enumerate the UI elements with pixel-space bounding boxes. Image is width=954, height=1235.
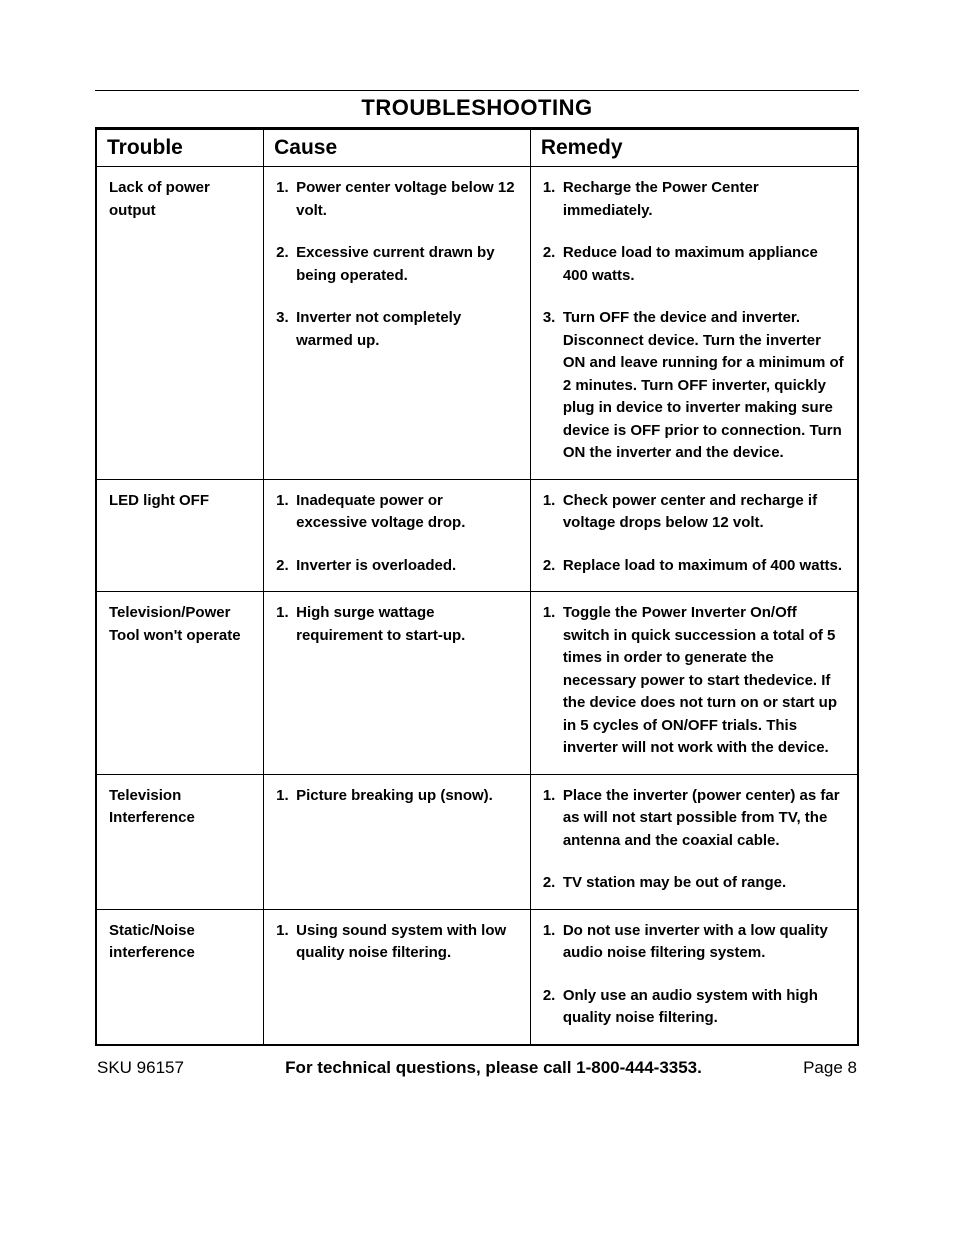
trouble-text: Static/Noise interference bbox=[109, 922, 195, 962]
list-number: 1. bbox=[276, 177, 289, 200]
list-number: 1. bbox=[276, 490, 289, 513]
troubleshooting-table: Trouble Cause Remedy Lack of power outpu… bbox=[95, 128, 859, 1046]
remedy-text: Toggle the Power Inverter On/Off switch … bbox=[563, 604, 837, 756]
cell-cause: 1. Picture breaking up (snow). bbox=[264, 774, 531, 909]
table-row: Lack of power output 1. Power center volta… bbox=[96, 167, 858, 480]
cause-text: Power center voltage below 12 volt. bbox=[296, 179, 514, 219]
list-number: 2. bbox=[543, 985, 556, 1008]
trouble-text: Television Interference bbox=[109, 787, 195, 827]
list-number: 3. bbox=[543, 307, 556, 330]
remedy-item: 3. Turn OFF the device and inverter. Disc… bbox=[543, 307, 845, 465]
remedy-text: Check power center and recharge if volta… bbox=[563, 492, 817, 532]
trouble-text: Television/Power Tool won't operate bbox=[109, 604, 241, 644]
col-cause: Cause bbox=[264, 129, 531, 167]
cell-trouble: Static/Noise interference bbox=[96, 909, 264, 1045]
cause-text: Using sound system with low quality nois… bbox=[296, 922, 506, 962]
remedy-item: 1. Place the inverter (power center) as f… bbox=[543, 785, 845, 853]
cell-cause: 1. Power center voltage below 12 volt. 2. E… bbox=[264, 167, 531, 480]
list-number: 3. bbox=[276, 307, 289, 330]
list-number: 2. bbox=[543, 242, 556, 265]
list-number: 1. bbox=[543, 920, 556, 943]
cell-remedy: 1. Toggle the Power Inverter On/Off switc… bbox=[530, 592, 858, 775]
list-number: 1. bbox=[543, 177, 556, 200]
table-row: Static/Noise interference 1. Using sound s… bbox=[96, 909, 858, 1045]
remedy-item: 2. Only use an audio system with high qua… bbox=[543, 985, 845, 1030]
cell-trouble: LED light OFF bbox=[96, 479, 264, 592]
remedy-item: 1. Do not use inverter with a low quality… bbox=[543, 920, 845, 965]
table-header-row: Trouble Cause Remedy bbox=[96, 129, 858, 167]
remedy-item: 2. Reduce load to maximum appliance 400 w… bbox=[543, 242, 845, 287]
col-remedy: Remedy bbox=[530, 129, 858, 167]
footer-sku: SKU 96157 bbox=[97, 1058, 184, 1078]
cause-text: Inverter not completely warmed up. bbox=[296, 309, 461, 349]
cause-item: 1. Power center voltage below 12 volt. bbox=[276, 177, 518, 222]
rule-top bbox=[95, 90, 859, 91]
list-number: 1. bbox=[276, 920, 289, 943]
cause-text: Inverter is overloaded. bbox=[296, 557, 456, 574]
list-number: 2. bbox=[543, 872, 556, 895]
cause-text: Excessive current drawn by being operate… bbox=[296, 244, 494, 284]
cell-cause: 1. Using sound system with low quality no… bbox=[264, 909, 531, 1045]
remedy-text: Replace load to maximum of 400 watts. bbox=[563, 557, 842, 574]
cause-text: Inadequate power or excessive voltage dr… bbox=[296, 492, 465, 532]
remedy-text: Turn OFF the device and inverter. Discon… bbox=[563, 309, 844, 461]
cell-remedy: 1. Recharge the Power Center immediately.… bbox=[530, 167, 858, 480]
cell-remedy: 1. Do not use inverter with a low quality… bbox=[530, 909, 858, 1045]
page: TROUBLESHOOTING Trouble Cause Remedy Lac… bbox=[0, 0, 954, 1118]
list-number: 1. bbox=[276, 785, 289, 808]
trouble-text: LED light OFF bbox=[109, 492, 209, 509]
footer-tech: For technical questions, please call 1-8… bbox=[285, 1058, 702, 1078]
remedy-text: Only use an audio system with high quali… bbox=[563, 987, 818, 1027]
remedy-text: Do not use inverter with a low quality a… bbox=[563, 922, 828, 962]
cell-trouble: Television/Power Tool won't operate bbox=[96, 592, 264, 775]
cause-item: 1. Inadequate power or excessive voltage … bbox=[276, 490, 518, 535]
list-number: 1. bbox=[543, 490, 556, 513]
list-number: 2. bbox=[276, 555, 289, 578]
cell-remedy: 1. Place the inverter (power center) as f… bbox=[530, 774, 858, 909]
cause-item: 2. Excessive current drawn by being opera… bbox=[276, 242, 518, 287]
cell-trouble: Television Interference bbox=[96, 774, 264, 909]
remedy-item: 1. Check power center and recharge if vol… bbox=[543, 490, 845, 535]
table-row: Television Interference 1. Picture breakin… bbox=[96, 774, 858, 909]
cell-cause: 1. Inadequate power or excessive voltage … bbox=[264, 479, 531, 592]
remedy-text: Place the inverter (power center) as far… bbox=[563, 787, 840, 849]
remedy-text: Reduce load to maximum appliance 400 wat… bbox=[563, 244, 818, 284]
cause-item: 2. Inverter is overloaded. bbox=[276, 555, 518, 578]
cause-item: 1. High surge wattage requirement to star… bbox=[276, 602, 518, 647]
cause-text: High surge wattage requirement to start-… bbox=[296, 604, 465, 644]
list-number: 1. bbox=[543, 785, 556, 808]
cell-trouble: Lack of power output bbox=[96, 167, 264, 480]
col-trouble: Trouble bbox=[96, 129, 264, 167]
cell-remedy: 1. Check power center and recharge if vol… bbox=[530, 479, 858, 592]
trouble-text: Lack of power output bbox=[109, 179, 210, 219]
table-row: Television/Power Tool won't operate 1. Hig… bbox=[96, 592, 858, 775]
cause-text: Picture breaking up (snow). bbox=[296, 787, 493, 804]
remedy-item: 1. Recharge the Power Center immediately. bbox=[543, 177, 845, 222]
cause-item: 1. Picture breaking up (snow). bbox=[276, 785, 518, 808]
table-row: LED light OFF 1. Inadequate power or exces… bbox=[96, 479, 858, 592]
cell-cause: 1. High surge wattage requirement to star… bbox=[264, 592, 531, 775]
remedy-item: 1. Toggle the Power Inverter On/Off switc… bbox=[543, 602, 845, 760]
remedy-text: Recharge the Power Center immediately. bbox=[563, 179, 759, 219]
remedy-text: TV station may be out of range. bbox=[563, 874, 786, 891]
list-number: 1. bbox=[276, 602, 289, 625]
cause-item: 3. Inverter not completely warmed up. bbox=[276, 307, 518, 352]
list-number: 1. bbox=[543, 602, 556, 625]
cause-item: 1. Using sound system with low quality no… bbox=[276, 920, 518, 965]
section-title: TROUBLESHOOTING bbox=[95, 95, 859, 121]
remedy-item: 2. Replace load to maximum of 400 watts. bbox=[543, 555, 845, 578]
list-number: 2. bbox=[543, 555, 556, 578]
page-footer: SKU 96157 For technical questions, pleas… bbox=[95, 1058, 859, 1078]
list-number: 2. bbox=[276, 242, 289, 265]
remedy-item: 2. TV station may be out of range. bbox=[543, 872, 845, 895]
footer-page: Page 8 bbox=[803, 1058, 857, 1078]
